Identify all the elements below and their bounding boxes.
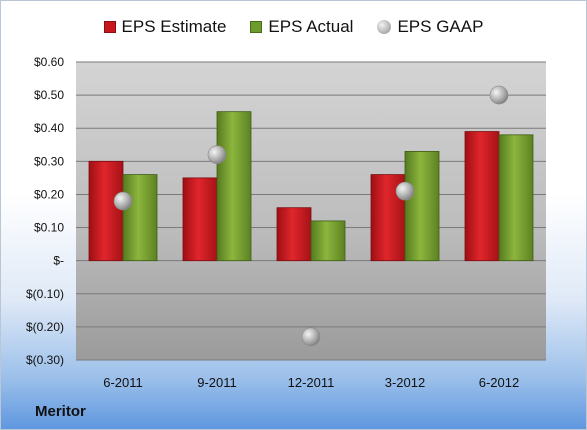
bar-eps-actual	[404, 150, 440, 262]
legend-item-eps-gaap: EPS GAAP	[377, 17, 483, 37]
bar-eps-estimate	[182, 177, 218, 262]
bar-eps-actual	[122, 174, 158, 262]
y-tick-label: $0.30	[34, 154, 64, 168]
legend-swatch-eps-actual	[250, 21, 263, 33]
x-tick-label: 9-2011	[197, 375, 237, 390]
x-tick-label: 6-2011	[103, 375, 143, 390]
x-tick-label: 3-2012	[385, 375, 425, 390]
legend-label-eps-estimate: EPS Estimate	[121, 17, 227, 36]
y-tick-label: $0.40	[34, 121, 64, 135]
y-tick-label: $(0.20)	[26, 320, 64, 334]
y-tick-label: $0.20	[34, 187, 64, 201]
x-tick-label: 6-2012	[479, 375, 519, 390]
company-name: Meritor	[35, 403, 86, 420]
bar-eps-estimate	[370, 174, 406, 262]
bar-eps-estimate	[276, 207, 312, 262]
y-tick-label: $(0.30)	[26, 353, 64, 367]
bar-eps-estimate	[464, 131, 500, 262]
bar-eps-actual	[498, 134, 534, 262]
point-eps-gaap	[113, 191, 133, 211]
legend-label-eps-actual: EPS Actual	[268, 17, 354, 36]
y-tick-label: $0.10	[34, 221, 64, 235]
y-tick-label: $(0.10)	[26, 287, 64, 301]
bar-eps-actual	[310, 220, 346, 262]
legend-swatch-eps-estimate	[103, 21, 116, 33]
point-eps-gaap	[489, 85, 509, 105]
point-eps-gaap	[207, 145, 227, 165]
legend-item-eps-actual: EPS Actual	[250, 17, 353, 37]
legend-swatch-eps-gaap	[377, 20, 392, 34]
y-tick-label: $0.60	[34, 55, 64, 69]
y-tick-label: $0.50	[34, 88, 64, 102]
bar-eps-estimate	[88, 160, 124, 262]
y-tick-label: $-	[53, 254, 64, 268]
point-eps-gaap	[301, 327, 321, 347]
bar-eps-actual	[216, 111, 252, 262]
legend-item-eps-estimate: EPS Estimate	[103, 17, 227, 37]
point-eps-gaap	[395, 181, 415, 201]
x-tick-label: 12-2011	[288, 375, 335, 390]
legend-label-eps-gaap: EPS GAAP	[397, 17, 484, 36]
legend: EPS Estimate EPS Actual EPS GAAP	[1, 17, 586, 37]
